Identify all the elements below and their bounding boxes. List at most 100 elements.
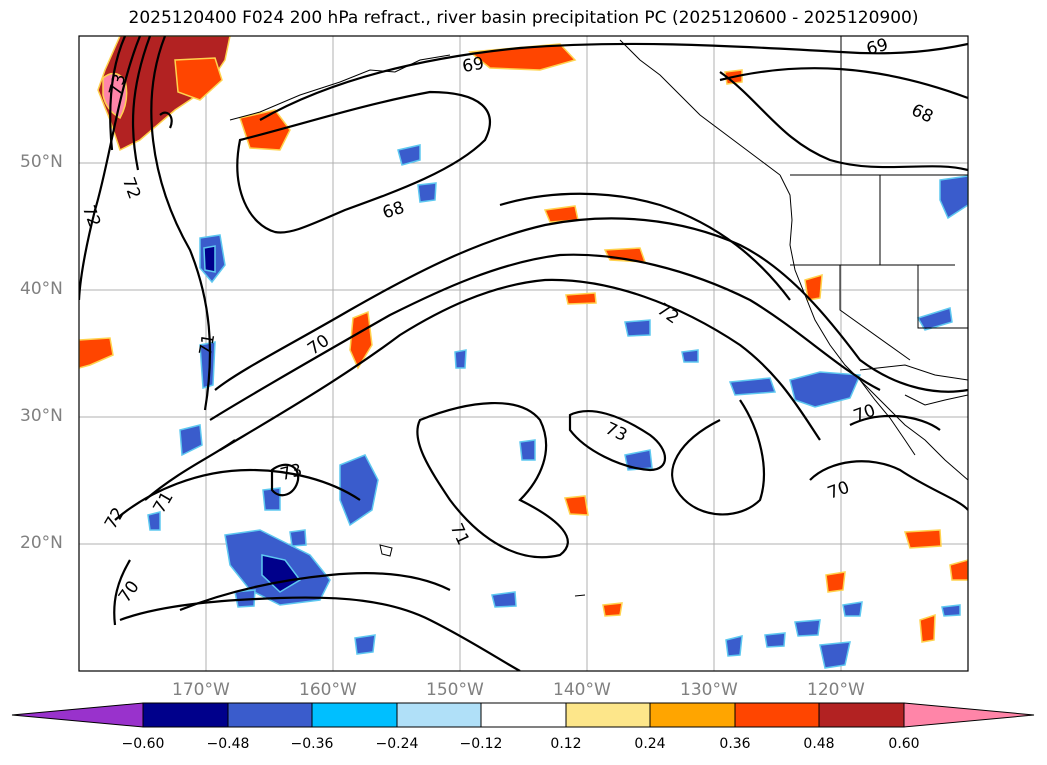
pc-area-positive <box>174 57 223 101</box>
colorbar-segment <box>227 702 313 728</box>
contour-label: 70 <box>304 331 333 360</box>
contour-label: 69 <box>461 54 486 77</box>
pc-area-negative <box>842 601 863 617</box>
pc-area-negative <box>916 307 953 331</box>
colorbar <box>11 702 1035 728</box>
coastline-north-america <box>779 174 968 481</box>
contour-71-west <box>150 36 212 411</box>
island-hawaii <box>379 544 393 557</box>
contour-68 <box>719 67 968 100</box>
pc-area-positive <box>349 310 373 370</box>
lon-label-170w: 170°W <box>172 680 230 700</box>
contour-72-ne <box>499 192 791 301</box>
lon-label-130w: 130°W <box>680 680 738 700</box>
colorbar-extend-high <box>903 702 1035 728</box>
pc-area-negative <box>519 439 536 461</box>
lat-label-30: 30°N <box>20 406 63 426</box>
pc-area-negative <box>624 319 651 337</box>
pc-area-negative <box>725 635 743 657</box>
lon-label-150w: 150°W <box>426 680 484 700</box>
contour-69 <box>719 71 968 172</box>
contour-label: 73 <box>602 419 630 446</box>
pc-area-positive <box>565 292 597 305</box>
negative-pc-areas <box>147 144 968 669</box>
island <box>574 594 586 597</box>
pc-area-negative <box>681 349 699 363</box>
contour-label: 70 <box>825 478 852 504</box>
pc-area-positive <box>79 337 114 369</box>
pc-area-negative <box>339 454 379 527</box>
contour-70 <box>809 460 968 511</box>
coastline-mexico <box>904 394 968 406</box>
pc-area-negative <box>764 632 786 648</box>
contour-70 <box>214 217 968 393</box>
contour-labels: 73 72 72 71 70 68 69 69 68 72 70 70 73 7… <box>79 36 936 606</box>
colorbar-segment <box>565 702 651 728</box>
colorbar-extend-low <box>11 702 144 728</box>
pc-area-positive <box>949 559 968 581</box>
border-us-mexico <box>859 364 968 381</box>
contour-label: 73 <box>278 460 304 485</box>
pc-area-negative <box>819 641 851 669</box>
pc-area-positive <box>919 613 936 643</box>
contour-70 <box>119 596 521 671</box>
coastline-alaska-panhandle <box>619 39 781 176</box>
pc-area-negative <box>789 371 862 408</box>
lon-label-140w: 140°W <box>553 680 611 700</box>
colorbar-tick: −0.60 <box>121 736 165 752</box>
contour-label: 68 <box>908 100 936 127</box>
pc-area-negative <box>454 349 467 369</box>
contour-label: 71 <box>196 332 219 357</box>
contour-label: 72 <box>101 504 129 533</box>
pc-area-negative <box>234 589 256 608</box>
colorbar-segment <box>311 702 398 728</box>
contour-71 <box>209 253 881 421</box>
pc-area-negative <box>941 604 961 617</box>
pc-area-positive <box>564 495 589 516</box>
colorbar-tick: −0.36 <box>290 736 334 752</box>
coastlines <box>229 36 968 597</box>
colorbar-segment <box>734 702 820 728</box>
lat-label-40: 40°N <box>20 279 63 299</box>
colorbar-tick: 0.60 <box>888 736 920 752</box>
contour-72-north <box>131 36 152 171</box>
pc-area-positive <box>239 109 291 151</box>
colorbar-tick: 0.12 <box>550 736 582 752</box>
pc-area-negative <box>179 424 203 457</box>
contour-71 <box>179 572 451 612</box>
contour-72 <box>219 278 821 451</box>
colorbar-tick: 0.24 <box>634 736 666 752</box>
contour-68-small <box>159 111 173 129</box>
pc-area-positive <box>102 72 128 120</box>
contour-73 <box>568 410 666 472</box>
lon-label-160w: 160°W <box>299 680 357 700</box>
colorbar-segment <box>396 702 482 728</box>
contour-label: 72 <box>118 175 144 202</box>
pc-area-positive <box>903 529 942 549</box>
contour-69 <box>259 42 968 121</box>
pc-area-negative <box>147 511 161 531</box>
colorbar-tick: −0.24 <box>375 736 419 752</box>
contour-73-north <box>109 36 127 151</box>
pc-area-negative <box>354 634 376 655</box>
map-frame <box>78 35 969 672</box>
colorbar-tick: 0.48 <box>803 736 835 752</box>
border-state <box>917 265 968 329</box>
contour-71 <box>144 439 236 501</box>
contour-72-west <box>79 36 142 301</box>
pc-area-positive <box>602 602 623 617</box>
pc-area-negative <box>262 487 281 511</box>
contour-70 <box>113 559 131 626</box>
contour-70-east <box>849 414 941 431</box>
colorbar-segment <box>649 702 736 728</box>
colorbar-tick: −0.48 <box>206 736 250 752</box>
colorbar-segment <box>142 702 229 728</box>
lat-label-20: 20°N <box>20 533 63 553</box>
lat-label-50: 50°N <box>20 152 63 172</box>
coastline-baja <box>859 379 916 456</box>
contour-71 <box>416 402 569 559</box>
pc-area-negative <box>289 529 307 547</box>
pc-area-negative <box>417 182 437 203</box>
pc-area-positive <box>825 571 846 593</box>
